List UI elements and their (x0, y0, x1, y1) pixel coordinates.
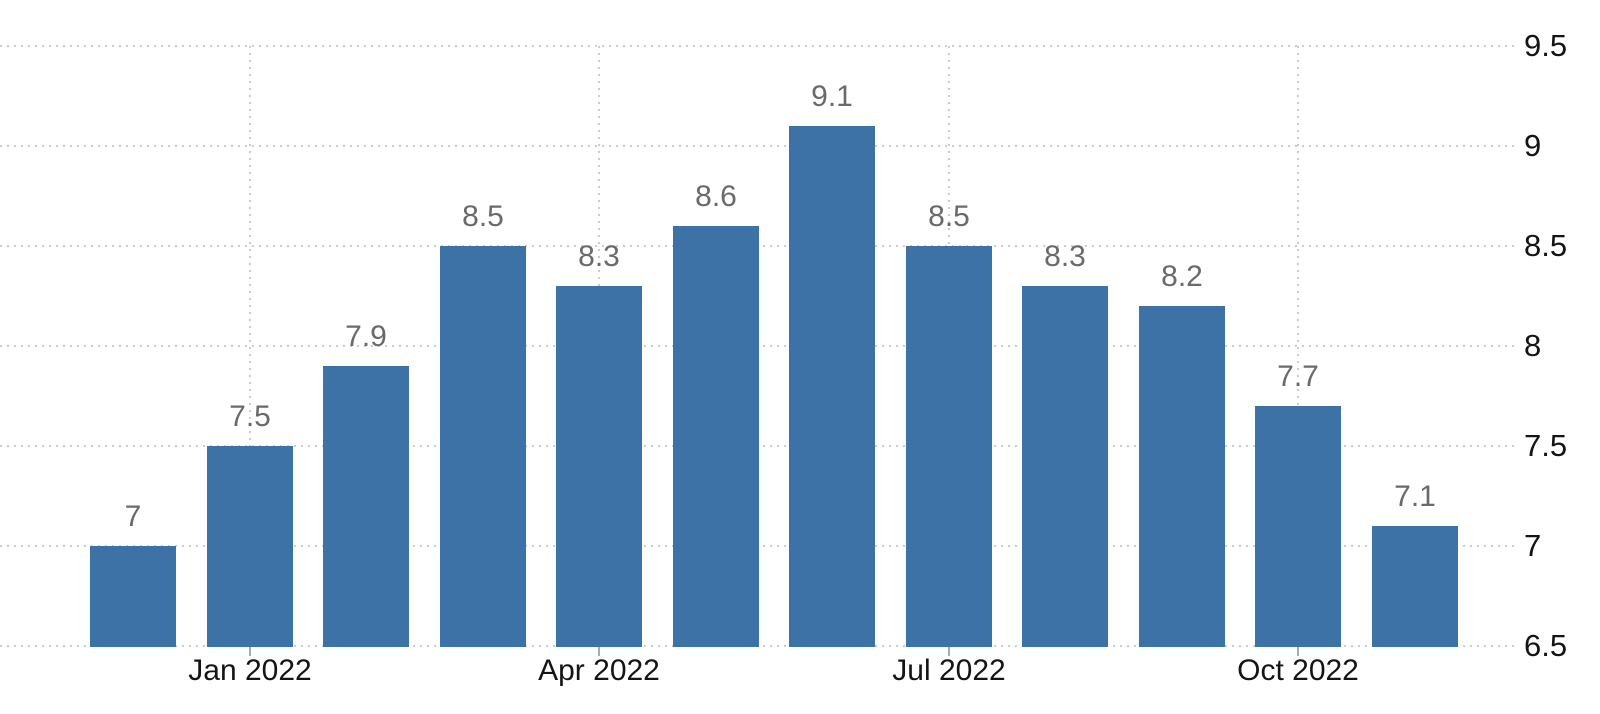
bar[interactable] (673, 226, 759, 647)
bar-value-label: 8.3 (578, 240, 620, 273)
bar[interactable] (323, 366, 409, 647)
horizontal-gridline (0, 545, 1518, 547)
horizontal-gridline (0, 645, 1518, 647)
horizontal-gridline (0, 345, 1518, 347)
horizontal-gridline (0, 145, 1518, 147)
x-axis-tick (1297, 647, 1299, 656)
bar[interactable] (1139, 306, 1225, 647)
bar[interactable] (789, 126, 875, 647)
x-axis-tick (948, 647, 950, 656)
x-axis-label: Jan 2022 (188, 654, 312, 687)
bar-value-label: 8.5 (928, 200, 970, 233)
bar[interactable] (1372, 526, 1458, 647)
bar-value-label: 9.1 (811, 80, 853, 113)
bar[interactable] (1022, 286, 1108, 647)
x-axis-label: Jul 2022 (892, 654, 1006, 687)
y-axis-label: 8.5 (1524, 228, 1568, 263)
y-axis-label: 7.5 (1524, 428, 1568, 463)
bar[interactable] (90, 546, 176, 647)
bar-value-label: 7.7 (1277, 360, 1319, 393)
x-axis-label: Apr 2022 (538, 654, 660, 687)
bar[interactable] (906, 246, 992, 647)
vertical-gridline (1297, 46, 1299, 649)
bar-value-label: 7.5 (229, 400, 271, 433)
horizontal-gridline (0, 245, 1518, 247)
bar-value-label: 7 (124, 500, 142, 533)
bar[interactable] (207, 446, 293, 647)
y-axis-label: 6.5 (1524, 628, 1568, 663)
bar[interactable] (1255, 406, 1341, 647)
horizontal-gridline (0, 45, 1518, 47)
bar-value-label: 7.9 (345, 320, 387, 353)
x-axis-tick (249, 647, 251, 656)
y-axis-label: 9.5 (1524, 28, 1568, 63)
bar-value-label: 8.2 (1161, 260, 1203, 293)
x-axis-label: Oct 2022 (1237, 654, 1359, 687)
y-axis-label: 7 (1524, 528, 1542, 563)
bar-value-label: 8.3 (1044, 240, 1086, 273)
horizontal-gridline (0, 445, 1518, 447)
bar[interactable] (440, 246, 526, 647)
bar[interactable] (556, 286, 642, 647)
vertical-gridline (249, 46, 251, 649)
y-axis-label: 9 (1524, 128, 1542, 163)
y-axis-label: 8 (1524, 328, 1542, 363)
bar-value-label: 7.1 (1394, 480, 1436, 513)
x-axis-tick (598, 647, 600, 656)
bar-value-label: 8.6 (695, 180, 737, 213)
bar-value-label: 8.5 (462, 200, 504, 233)
